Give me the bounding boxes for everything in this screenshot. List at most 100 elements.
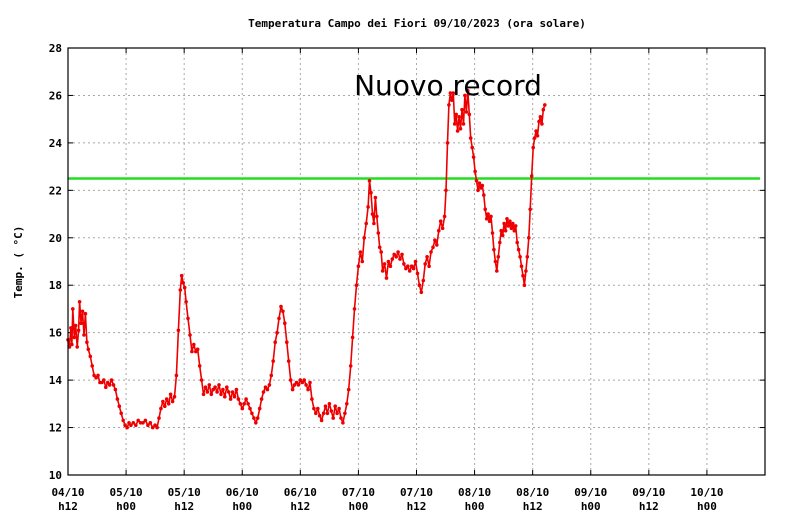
x-tick-label-hour: h00 <box>232 500 252 513</box>
x-tick-label-hour: h12 <box>639 500 659 513</box>
data-point <box>319 418 324 423</box>
data-point <box>477 181 482 185</box>
data-point <box>505 217 509 221</box>
data-point <box>377 245 382 250</box>
y-tick-label: 22 <box>49 184 62 197</box>
x-tick-label-date: 05/10 <box>168 486 201 499</box>
data-point <box>364 221 369 226</box>
data-point <box>525 254 530 259</box>
data-point <box>277 316 281 321</box>
data-point <box>314 411 318 416</box>
data-point <box>306 387 310 392</box>
data-point <box>244 397 248 401</box>
data-point <box>358 250 363 254</box>
data-point <box>360 259 365 264</box>
data-point <box>442 214 447 219</box>
data-point <box>476 188 480 193</box>
data-point <box>500 233 505 238</box>
data-point <box>521 273 525 278</box>
data-point <box>70 342 74 347</box>
data-point <box>217 383 221 387</box>
data-point <box>452 122 457 126</box>
data-point <box>115 397 120 401</box>
data-point <box>304 383 308 387</box>
data-point <box>346 387 351 392</box>
y-tick-label: 10 <box>49 469 62 482</box>
data-point <box>203 385 208 390</box>
data-point <box>168 392 173 397</box>
data-point <box>146 423 150 428</box>
data-point <box>143 418 148 423</box>
data-point <box>86 347 91 352</box>
data-point <box>433 238 437 242</box>
data-point <box>281 309 285 314</box>
data-point <box>532 136 537 140</box>
data-point <box>155 425 159 430</box>
data-point <box>394 254 399 259</box>
data-point <box>437 228 441 233</box>
data-point <box>292 383 297 387</box>
data-point <box>186 316 190 321</box>
data-point <box>232 394 237 399</box>
data-point <box>402 262 406 266</box>
data-point <box>117 404 122 409</box>
data-point <box>79 321 83 326</box>
data-point <box>240 406 245 411</box>
data-point <box>72 335 77 340</box>
data-point <box>498 240 502 245</box>
data-point <box>468 136 473 140</box>
data-point <box>71 307 75 311</box>
x-tick-label-date: 04/10 <box>51 486 84 499</box>
data-point <box>197 364 202 368</box>
data-point <box>448 91 453 95</box>
data-point <box>518 254 522 259</box>
data-point <box>131 421 136 425</box>
data-point <box>519 264 524 269</box>
y-tick-label: 16 <box>49 327 63 340</box>
data-point <box>404 266 408 271</box>
y-tick-label: 20 <box>49 232 62 245</box>
data-point <box>153 423 157 428</box>
data-point <box>373 195 378 200</box>
data-point <box>248 406 252 411</box>
data-point <box>447 103 451 107</box>
data-point <box>345 402 349 406</box>
data-point <box>163 404 167 409</box>
data-point <box>323 404 328 409</box>
data-point <box>471 155 476 159</box>
data-point <box>506 224 511 228</box>
data-point <box>390 257 395 261</box>
data-point <box>508 219 512 223</box>
data-point <box>493 259 498 264</box>
data-point <box>495 269 499 273</box>
data-point <box>492 247 496 252</box>
data-point <box>337 406 341 411</box>
data-point <box>205 390 210 394</box>
data-point <box>242 402 246 406</box>
data-point <box>161 399 165 404</box>
x-tick-label-date: 10/10 <box>690 486 723 499</box>
x-tick-label-hour: h12 <box>407 500 427 513</box>
data-point <box>96 373 100 378</box>
data-point <box>166 402 171 406</box>
data-point <box>415 271 420 276</box>
data-point <box>279 304 283 309</box>
data-point <box>119 411 123 416</box>
data-point <box>339 416 343 420</box>
data-point <box>257 406 262 411</box>
data-point <box>522 283 527 288</box>
data-point <box>261 390 266 394</box>
data-point <box>356 264 361 269</box>
data-point <box>294 380 299 385</box>
data-point <box>182 285 187 290</box>
data-point <box>90 364 94 368</box>
data-point <box>407 269 412 273</box>
data-point <box>298 378 303 382</box>
data-point <box>317 413 322 418</box>
data-point <box>386 259 391 264</box>
data-point <box>228 397 233 401</box>
data-point <box>543 103 547 107</box>
data-point <box>440 226 445 231</box>
data-point <box>75 345 79 349</box>
